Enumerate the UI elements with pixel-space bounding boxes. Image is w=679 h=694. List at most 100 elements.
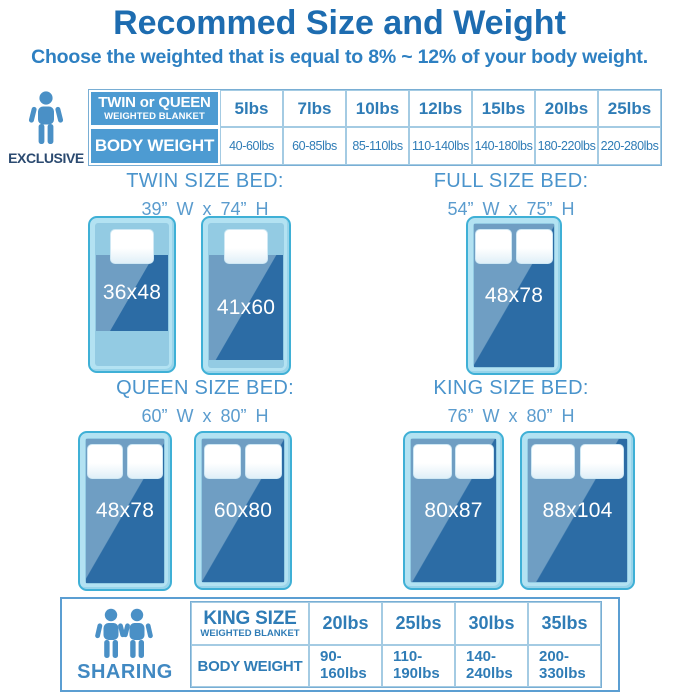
queen-title: QUEEN SIZE BED: bbox=[116, 377, 294, 399]
sharing-label: SHARING bbox=[77, 660, 173, 683]
king-section-heading: KING SIZE BED: 76” W x 80” H bbox=[343, 377, 679, 427]
sharing-box: SHARING KING SIZE WEIGHTED BLANKET 20lbs… bbox=[60, 597, 620, 692]
full-dimensions: 54” W x 75” H bbox=[447, 199, 575, 219]
bed-illustration-60x80: 60x80 bbox=[194, 431, 292, 590]
king-title: KING SIZE BED: bbox=[433, 377, 589, 399]
blanket-weight-cell: 15lbs bbox=[472, 90, 535, 127]
twin-section-heading: TWIN SIZE BED: 39” W x 74” H bbox=[34, 170, 376, 220]
blanket-weight-value: 10lbs bbox=[355, 98, 400, 118]
blanket-weight-cell: 35lbs bbox=[528, 602, 601, 645]
bed-illustration-80x87: 80x87 bbox=[403, 431, 504, 590]
full-section-heading: FULL SIZE BED: 54” W x 75” H bbox=[343, 170, 679, 220]
blanket-size-label: 88x104 bbox=[542, 498, 613, 522]
bed-illustration-88x104: 88x104 bbox=[520, 431, 635, 590]
blanket-weight-value: 35lbs bbox=[541, 613, 588, 633]
body-weight-value: 140-180lbs bbox=[474, 139, 533, 153]
body-weight-cell: 180-220lbs bbox=[535, 127, 598, 165]
body-weight-cell: 60-85lbs bbox=[283, 127, 346, 165]
blanket-weight-cell: 20lbs bbox=[309, 602, 382, 645]
twin-dimensions: 39” W x 74” H bbox=[141, 199, 269, 219]
king-size-blanket-header: KING SIZE WEIGHTED BLANKET bbox=[191, 602, 309, 645]
bed-illustration-36x48: 36x48 bbox=[88, 216, 176, 373]
page-title: Recommed Size and Weight bbox=[113, 4, 566, 42]
full-title: FULL SIZE BED: bbox=[433, 170, 589, 192]
sharing-weight-table: KING SIZE WEIGHTED BLANKET 20lbs 25lbs 3… bbox=[190, 601, 602, 688]
body-weight-value: 180-220lbs bbox=[537, 139, 596, 153]
body-weight-cell: 85-110lbs bbox=[346, 127, 409, 165]
twin-bed-group: 36x48 41x60 bbox=[88, 216, 291, 375]
queen-dimensions: 60” W x 80” H bbox=[141, 406, 269, 426]
blanket-weight-cell: 5lbs bbox=[220, 90, 283, 127]
blanket-size-label: 48x78 bbox=[95, 499, 155, 522]
king-dimensions: 76” W x 80” H bbox=[447, 406, 575, 426]
body-weight-cell: 140- 240lbs bbox=[455, 645, 528, 687]
blanket-weight-value: 7lbs bbox=[297, 98, 332, 118]
blanket-weight-cell: 30lbs bbox=[455, 602, 528, 645]
blanket-size-label: 80x87 bbox=[424, 498, 483, 522]
blanket-size-label: 60x80 bbox=[213, 498, 273, 522]
pillow-left bbox=[203, 444, 242, 479]
pillow-right bbox=[126, 444, 163, 479]
exclusive-weight-table: TWIN or QUEEN WEIGHTED BLANKET 5lbs 7lbs… bbox=[88, 89, 662, 166]
queen-bed-group: 48x78 60x80 bbox=[78, 431, 292, 591]
blanket-weight-value: 20lbs bbox=[544, 98, 589, 118]
body-weight-cell: 200- 330lbs bbox=[528, 645, 601, 687]
pillow-right bbox=[515, 229, 553, 264]
body-weight-value: 60-85lbs bbox=[292, 139, 337, 153]
pillow bbox=[110, 229, 154, 264]
twin-title: TWIN SIZE BED: bbox=[126, 170, 284, 192]
bed-illustration-48x78-queen: 48x78 bbox=[78, 431, 172, 591]
blanket-weight-cell: 25lbs bbox=[598, 90, 661, 127]
twin-queen-blanket-header: TWIN or QUEEN WEIGHTED BLANKET bbox=[89, 90, 220, 127]
pillow-left bbox=[87, 444, 124, 479]
pillow-left bbox=[412, 444, 452, 479]
bed-illustration-48x78-full: 48x78 bbox=[466, 216, 562, 375]
body-weight-value: 85-110lbs bbox=[352, 139, 403, 153]
body-weight-cell: 90- 160lbs bbox=[309, 645, 382, 687]
blanket-size-label: 41x60 bbox=[216, 295, 276, 319]
bed-illustration-41x60: 41x60 bbox=[201, 216, 291, 375]
exclusive-label: EXCLUSIVE bbox=[8, 150, 84, 166]
header-body-weight: BODY WEIGHT bbox=[197, 657, 303, 675]
pillow-right bbox=[244, 444, 283, 479]
sharing-block: SHARING bbox=[62, 606, 188, 684]
body-weight-header: BODY WEIGHT bbox=[191, 645, 309, 687]
queen-section-heading: QUEEN SIZE BED: 60” W x 80” H bbox=[34, 377, 376, 427]
blanket-size-label: 36x48 bbox=[102, 281, 162, 304]
blanket-weight-value: 25lbs bbox=[395, 613, 442, 633]
header-body-weight: BODY WEIGHT bbox=[94, 136, 215, 155]
blanket-weight-value: 20lbs bbox=[322, 613, 369, 633]
weighted-blanket: 41x60 bbox=[209, 255, 283, 360]
blanket-weight-value: 5lbs bbox=[234, 98, 269, 118]
body-weight-cell: 110-140lbs bbox=[409, 127, 472, 165]
blanket-weight-cell: 7lbs bbox=[283, 90, 346, 127]
body-weight-cell: 40-60lbs bbox=[220, 127, 283, 165]
body-weight-value: 220-280lbs bbox=[600, 139, 659, 153]
body-weight-cell: 220-280lbs bbox=[598, 127, 661, 165]
body-weight-value: 110-140lbs bbox=[412, 139, 469, 153]
header-line2: WEIGHTED BLANKET bbox=[200, 627, 300, 639]
header-line1: TWIN or QUEEN bbox=[98, 94, 211, 111]
blanket-weight-value: 12lbs bbox=[418, 98, 463, 118]
weighted-blanket: 36x48 bbox=[96, 255, 168, 331]
blanket-size-label: 48x78 bbox=[484, 283, 544, 307]
blanket-weight-cell: 20lbs bbox=[535, 90, 598, 127]
blanket-weight-cell: 12lbs bbox=[409, 90, 472, 127]
header-line2: WEIGHTED BLANKET bbox=[104, 111, 205, 122]
pillow-left bbox=[475, 229, 513, 264]
page-subtitle: Choose the weighted that is equal to 8% … bbox=[31, 46, 648, 68]
body-weight-cell: 140-180lbs bbox=[472, 127, 535, 165]
body-weight-header: BODY WEIGHT bbox=[89, 127, 220, 165]
pillow-right bbox=[455, 444, 495, 479]
single-person-icon bbox=[6, 90, 86, 148]
two-people-holding-hands-icon bbox=[62, 608, 188, 660]
pillow bbox=[223, 229, 269, 264]
body-weight-value: 40-60lbs bbox=[229, 139, 274, 153]
header-line1: KING SIZE bbox=[203, 607, 297, 629]
blanket-weight-value: 25lbs bbox=[607, 98, 652, 118]
pillow-right bbox=[579, 444, 625, 479]
king-bed-group: 80x87 88x104 bbox=[403, 431, 635, 590]
blanket-weight-cell: 10lbs bbox=[346, 90, 409, 127]
blanket-weight-value: 15lbs bbox=[481, 98, 526, 118]
